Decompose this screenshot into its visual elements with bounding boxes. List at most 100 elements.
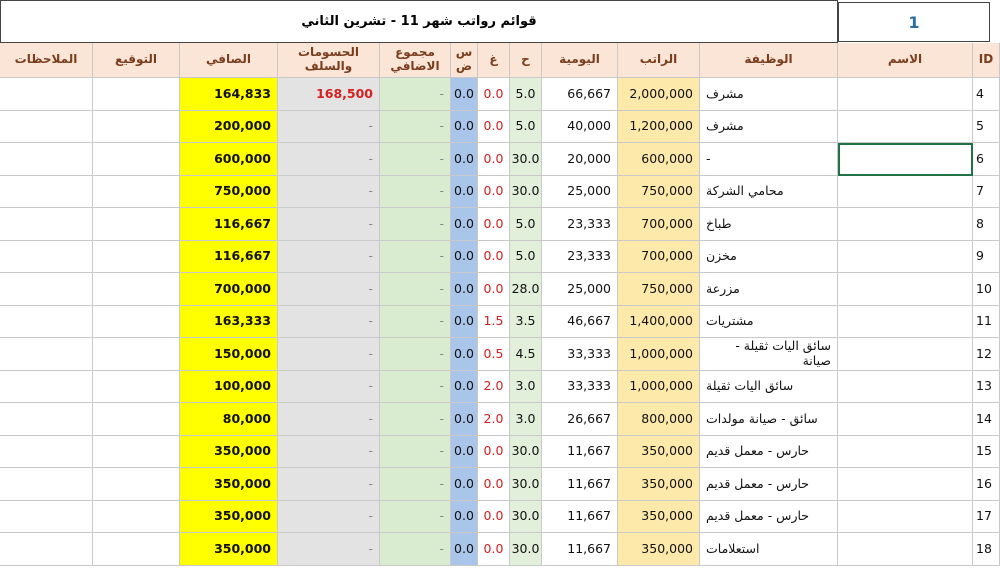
cell[interactable]: 6 xyxy=(973,143,1000,176)
cell[interactable]: مشتريات xyxy=(700,305,838,338)
cell[interactable]: 0.0 xyxy=(478,175,510,208)
cell[interactable]: 0.0 xyxy=(451,305,478,338)
cell[interactable]: - xyxy=(278,208,380,241)
cell[interactable]: 30.0 xyxy=(510,500,542,533)
cell[interactable] xyxy=(93,533,180,566)
cell[interactable]: حارس - معمل قديم xyxy=(700,500,838,533)
cell[interactable] xyxy=(93,273,180,306)
cell[interactable] xyxy=(0,370,93,403)
cell[interactable]: 350,000 xyxy=(180,435,278,468)
cell[interactable]: - xyxy=(380,435,451,468)
cell[interactable]: 4 xyxy=(973,78,1000,111)
cell[interactable] xyxy=(0,78,93,111)
cell[interactable] xyxy=(838,175,973,208)
cell[interactable] xyxy=(0,533,93,566)
cell[interactable]: 2,000,000 xyxy=(618,78,700,111)
cell[interactable]: سائق - صيانة مولدات xyxy=(700,403,838,436)
cell[interactable]: - xyxy=(380,468,451,501)
cell[interactable]: 0.0 xyxy=(451,208,478,241)
cell[interactable]: - xyxy=(700,143,838,176)
cell[interactable]: - xyxy=(380,240,451,273)
cell[interactable]: 0.0 xyxy=(451,273,478,306)
cell[interactable]: 0.0 xyxy=(451,500,478,533)
cell[interactable]: 0.0 xyxy=(478,500,510,533)
cell[interactable] xyxy=(838,435,973,468)
cell[interactable]: 12 xyxy=(973,338,1000,371)
cell[interactable]: 350,000 xyxy=(618,533,700,566)
cell[interactable]: حارس - معمل قديم xyxy=(700,468,838,501)
cell[interactable]: 116,667 xyxy=(180,240,278,273)
cell[interactable]: 0.0 xyxy=(451,468,478,501)
column-header[interactable]: التوقيع xyxy=(93,43,180,78)
cell[interactable]: 15 xyxy=(973,435,1000,468)
cell[interactable]: مشرف xyxy=(700,78,838,111)
cell[interactable]: 30.0 xyxy=(510,468,542,501)
cell[interactable]: 40,000 xyxy=(542,110,618,143)
cell[interactable]: 0.0 xyxy=(451,110,478,143)
cell[interactable]: - xyxy=(380,403,451,436)
cell[interactable]: - xyxy=(380,143,451,176)
cell[interactable]: - xyxy=(380,500,451,533)
cell[interactable]: 0.0 xyxy=(451,338,478,371)
cell[interactable]: 0.5 xyxy=(478,338,510,371)
cell[interactable] xyxy=(93,370,180,403)
cell[interactable] xyxy=(0,143,93,176)
cell[interactable] xyxy=(838,500,973,533)
cell[interactable]: - xyxy=(380,370,451,403)
cell[interactable]: 600,000 xyxy=(180,143,278,176)
cell[interactable]: - xyxy=(380,78,451,111)
column-header[interactable]: مجموع الاضافي xyxy=(380,43,451,78)
cell[interactable]: حارس - معمل قديم xyxy=(700,435,838,468)
cell[interactable]: - xyxy=(278,533,380,566)
cell[interactable] xyxy=(93,78,180,111)
cell[interactable]: 11,667 xyxy=(542,468,618,501)
cell[interactable]: 0.0 xyxy=(451,533,478,566)
cell[interactable]: 3.0 xyxy=(510,403,542,436)
cell[interactable]: 0.0 xyxy=(478,208,510,241)
cell[interactable]: 700,000 xyxy=(618,208,700,241)
cell[interactable]: - xyxy=(380,533,451,566)
cell[interactable]: 0.0 xyxy=(451,403,478,436)
cell[interactable]: 30.0 xyxy=(510,175,542,208)
cell[interactable]: 0.0 xyxy=(451,370,478,403)
cell[interactable] xyxy=(0,208,93,241)
cell[interactable]: 1,000,000 xyxy=(618,370,700,403)
cell[interactable]: 750,000 xyxy=(618,175,700,208)
cell[interactable]: - xyxy=(380,338,451,371)
cell[interactable]: 700,000 xyxy=(180,273,278,306)
cell[interactable]: 1,400,000 xyxy=(618,305,700,338)
cell[interactable]: 23,333 xyxy=(542,240,618,273)
cell[interactable]: 163,333 xyxy=(180,305,278,338)
cell[interactable]: - xyxy=(380,273,451,306)
sheet-number[interactable]: 1 xyxy=(838,2,990,42)
cell[interactable]: 5.0 xyxy=(510,110,542,143)
cell[interactable]: 350,000 xyxy=(618,468,700,501)
cell[interactable]: 16 xyxy=(973,468,1000,501)
cell[interactable]: 0.0 xyxy=(478,143,510,176)
cell[interactable]: 25,000 xyxy=(542,273,618,306)
cell[interactable] xyxy=(838,338,973,371)
cell[interactable]: 8 xyxy=(973,208,1000,241)
cell[interactable]: 1.5 xyxy=(478,305,510,338)
cell[interactable]: 10 xyxy=(973,273,1000,306)
cell[interactable]: 200,000 xyxy=(180,110,278,143)
cell[interactable] xyxy=(0,240,93,273)
cell[interactable]: - xyxy=(278,143,380,176)
cell[interactable]: - xyxy=(278,273,380,306)
cell[interactable]: 28.0 xyxy=(510,273,542,306)
column-header[interactable]: الصافي xyxy=(180,43,278,78)
cell[interactable] xyxy=(0,500,93,533)
cell[interactable]: 0.0 xyxy=(478,78,510,111)
cell[interactable] xyxy=(838,533,973,566)
cell[interactable]: 750,000 xyxy=(618,273,700,306)
cell[interactable] xyxy=(838,240,973,273)
cell[interactable]: 4.5 xyxy=(510,338,542,371)
cell[interactable]: 350,000 xyxy=(180,468,278,501)
column-header[interactable]: الاسم xyxy=(838,43,973,78)
cell[interactable]: 9 xyxy=(973,240,1000,273)
cell[interactable]: سائق اليات ثقيلة xyxy=(700,370,838,403)
cell[interactable]: محامي الشركة xyxy=(700,175,838,208)
cell[interactable] xyxy=(838,143,973,176)
cell[interactable]: - xyxy=(278,435,380,468)
cell[interactable]: 5 xyxy=(973,110,1000,143)
